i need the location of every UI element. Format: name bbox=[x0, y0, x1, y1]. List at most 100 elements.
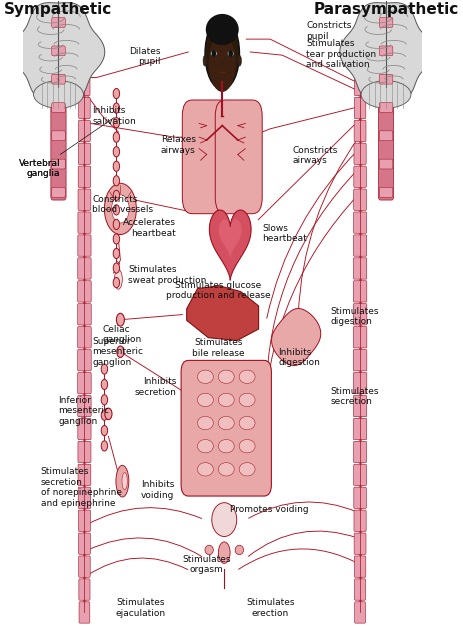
FancyBboxPatch shape bbox=[78, 510, 91, 532]
Text: Accelerates
heartbeat: Accelerates heartbeat bbox=[123, 218, 176, 238]
FancyBboxPatch shape bbox=[354, 533, 366, 554]
Text: Stimulates
digestion: Stimulates digestion bbox=[330, 307, 379, 326]
FancyBboxPatch shape bbox=[78, 166, 91, 187]
FancyBboxPatch shape bbox=[353, 327, 367, 348]
FancyBboxPatch shape bbox=[79, 120, 90, 141]
Ellipse shape bbox=[219, 542, 230, 564]
Ellipse shape bbox=[218, 394, 234, 406]
Polygon shape bbox=[272, 309, 321, 365]
Circle shape bbox=[105, 183, 137, 234]
FancyBboxPatch shape bbox=[353, 419, 367, 440]
Circle shape bbox=[101, 364, 107, 374]
FancyBboxPatch shape bbox=[79, 579, 90, 600]
Text: Stimulates
secretion: Stimulates secretion bbox=[330, 387, 379, 406]
Text: Inhibits
salivation: Inhibits salivation bbox=[93, 107, 136, 126]
FancyBboxPatch shape bbox=[78, 304, 91, 325]
FancyBboxPatch shape bbox=[52, 159, 65, 169]
FancyBboxPatch shape bbox=[78, 327, 91, 348]
Text: Stimulates
bile release: Stimulates bile release bbox=[192, 338, 244, 358]
Circle shape bbox=[101, 426, 107, 436]
Polygon shape bbox=[12, 3, 105, 101]
Ellipse shape bbox=[239, 394, 255, 406]
Ellipse shape bbox=[212, 503, 237, 537]
Ellipse shape bbox=[197, 394, 213, 406]
Ellipse shape bbox=[33, 81, 83, 108]
Circle shape bbox=[113, 263, 119, 273]
FancyBboxPatch shape bbox=[181, 360, 271, 496]
FancyBboxPatch shape bbox=[78, 189, 91, 211]
Ellipse shape bbox=[211, 51, 217, 56]
Text: Inferior
mesenteric
ganglion: Inferior mesenteric ganglion bbox=[58, 395, 109, 426]
Ellipse shape bbox=[239, 440, 255, 453]
Text: Stimulates
sweat production: Stimulates sweat production bbox=[128, 265, 207, 284]
FancyBboxPatch shape bbox=[354, 464, 366, 485]
FancyBboxPatch shape bbox=[379, 131, 393, 141]
FancyBboxPatch shape bbox=[354, 189, 366, 211]
Ellipse shape bbox=[205, 545, 213, 555]
Text: Slows
heartbeat: Slows heartbeat bbox=[262, 223, 307, 243]
Circle shape bbox=[113, 176, 119, 186]
FancyBboxPatch shape bbox=[354, 166, 366, 187]
Circle shape bbox=[113, 161, 119, 171]
Text: Celiac
ganglion: Celiac ganglion bbox=[102, 325, 142, 344]
FancyBboxPatch shape bbox=[79, 602, 90, 623]
Text: Inhibits
secretion: Inhibits secretion bbox=[134, 377, 176, 397]
FancyBboxPatch shape bbox=[379, 187, 393, 197]
Text: Constricts
blood vessels: Constricts blood vessels bbox=[93, 195, 154, 214]
Circle shape bbox=[113, 205, 119, 215]
FancyBboxPatch shape bbox=[79, 533, 90, 554]
Circle shape bbox=[113, 277, 119, 288]
FancyBboxPatch shape bbox=[353, 372, 367, 394]
FancyBboxPatch shape bbox=[78, 441, 91, 463]
FancyBboxPatch shape bbox=[52, 187, 65, 197]
FancyBboxPatch shape bbox=[78, 281, 91, 302]
Polygon shape bbox=[209, 210, 251, 281]
Ellipse shape bbox=[197, 440, 213, 453]
FancyBboxPatch shape bbox=[353, 235, 367, 256]
Circle shape bbox=[113, 103, 119, 113]
Ellipse shape bbox=[203, 55, 206, 66]
Ellipse shape bbox=[197, 417, 213, 429]
Text: Stimulates
erection: Stimulates erection bbox=[246, 598, 294, 618]
FancyBboxPatch shape bbox=[78, 395, 91, 417]
Text: Stimulates
orgasm: Stimulates orgasm bbox=[182, 555, 231, 574]
Text: Constricts
airways: Constricts airways bbox=[292, 146, 338, 166]
FancyBboxPatch shape bbox=[79, 51, 90, 73]
Text: Stimulates glucose
production and release: Stimulates glucose production and releas… bbox=[166, 281, 270, 300]
FancyBboxPatch shape bbox=[354, 441, 367, 463]
Text: Vertebral
ganglia: Vertebral ganglia bbox=[19, 117, 114, 178]
Circle shape bbox=[113, 234, 119, 244]
Text: Constricts
pupil: Constricts pupil bbox=[306, 21, 351, 40]
FancyBboxPatch shape bbox=[78, 258, 91, 279]
Circle shape bbox=[112, 195, 129, 223]
FancyBboxPatch shape bbox=[52, 46, 65, 56]
FancyBboxPatch shape bbox=[52, 131, 65, 141]
FancyBboxPatch shape bbox=[354, 510, 366, 532]
Circle shape bbox=[113, 146, 119, 157]
FancyBboxPatch shape bbox=[354, 120, 366, 141]
FancyBboxPatch shape bbox=[215, 100, 262, 214]
Ellipse shape bbox=[197, 463, 213, 476]
FancyBboxPatch shape bbox=[355, 579, 366, 600]
Circle shape bbox=[113, 132, 119, 143]
Text: Promotes voiding: Promotes voiding bbox=[230, 505, 309, 514]
Circle shape bbox=[105, 408, 112, 420]
FancyBboxPatch shape bbox=[355, 74, 366, 96]
FancyBboxPatch shape bbox=[354, 556, 366, 577]
FancyBboxPatch shape bbox=[354, 143, 366, 164]
Ellipse shape bbox=[218, 463, 234, 476]
FancyBboxPatch shape bbox=[355, 28, 365, 50]
Circle shape bbox=[101, 379, 107, 390]
Circle shape bbox=[101, 441, 107, 451]
Circle shape bbox=[113, 220, 119, 230]
Text: Parasympathetic: Parasympathetic bbox=[313, 2, 459, 17]
Ellipse shape bbox=[197, 370, 213, 383]
FancyBboxPatch shape bbox=[379, 17, 393, 28]
FancyBboxPatch shape bbox=[379, 74, 393, 84]
Circle shape bbox=[101, 410, 107, 421]
Circle shape bbox=[212, 51, 215, 56]
FancyBboxPatch shape bbox=[52, 17, 65, 28]
Text: Stimulates
secretion
of norepinephrine
and epinephrine: Stimulates secretion of norepinephrine a… bbox=[40, 467, 121, 508]
FancyBboxPatch shape bbox=[354, 98, 366, 119]
FancyBboxPatch shape bbox=[354, 212, 367, 233]
